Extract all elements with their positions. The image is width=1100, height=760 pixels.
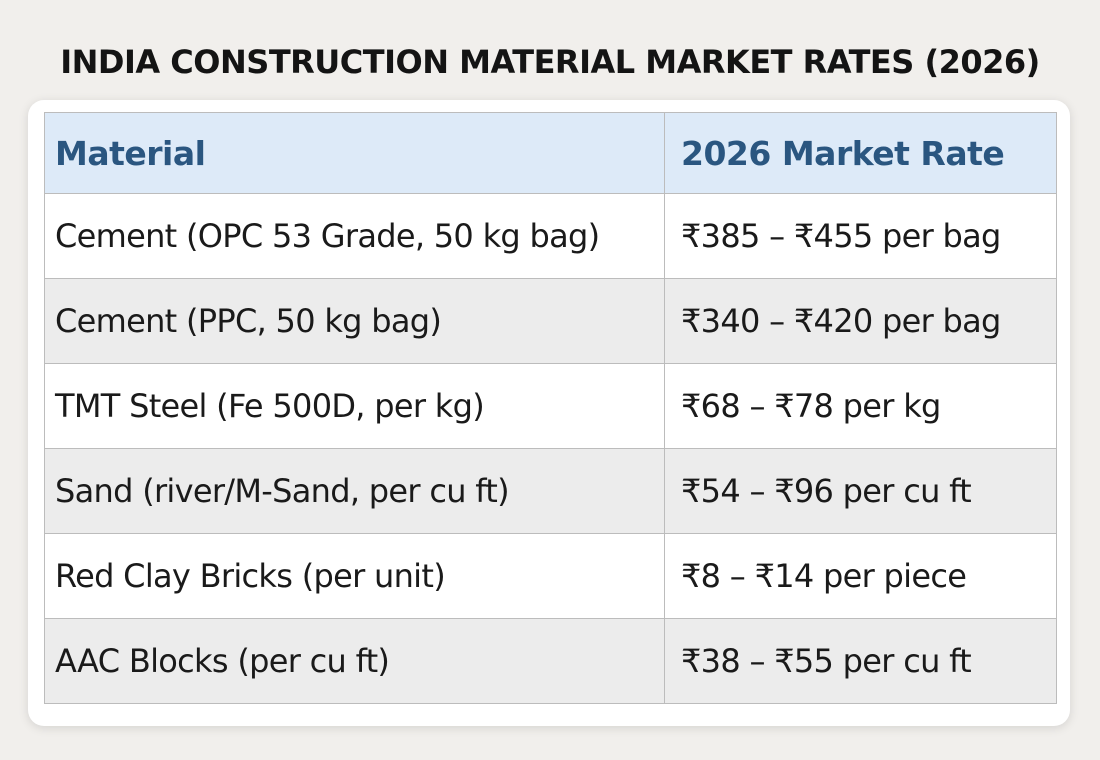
- table-row: Sand (river/M-Sand, per cu ft) ₹54 – ₹96…: [44, 448, 1057, 534]
- table-row: Red Clay Bricks (per unit) ₹8 – ₹14 per …: [44, 533, 1057, 619]
- material-cell: Cement (PPC, 50 kg bag): [44, 278, 665, 364]
- rate-cell: ₹8 – ₹14 per piece: [664, 533, 1057, 619]
- header-material: Material: [44, 112, 665, 194]
- page-title: INDIA CONSTRUCTION MATERIAL MARKET RATES…: [60, 43, 1040, 81]
- material-cell: TMT Steel (Fe 500D, per kg): [44, 363, 665, 449]
- material-cell: Red Clay Bricks (per unit): [44, 533, 665, 619]
- rate-cell: ₹340 – ₹420 per bag: [664, 278, 1057, 364]
- rates-table: Material 2026 Market Rate Cement (OPC 53…: [44, 112, 1057, 704]
- table-header-row: Material 2026 Market Rate: [44, 112, 1057, 194]
- material-cell: Cement (OPC 53 Grade, 50 kg bag): [44, 193, 665, 279]
- table-row: TMT Steel (Fe 500D, per kg) ₹68 – ₹78 pe…: [44, 363, 1057, 449]
- rate-cell: ₹68 – ₹78 per kg: [664, 363, 1057, 449]
- rate-cell: ₹385 – ₹455 per bag: [664, 193, 1057, 279]
- material-cell: Sand (river/M-Sand, per cu ft): [44, 448, 665, 534]
- rate-cell: ₹38 – ₹55 per cu ft: [664, 618, 1057, 704]
- rate-cell: ₹54 – ₹96 per cu ft: [664, 448, 1057, 534]
- table-row: Cement (PPC, 50 kg bag) ₹340 – ₹420 per …: [44, 278, 1057, 364]
- header-market-rate: 2026 Market Rate: [664, 112, 1057, 194]
- material-cell: AAC Blocks (per cu ft): [44, 618, 665, 704]
- table-row: Cement (OPC 53 Grade, 50 kg bag) ₹385 – …: [44, 193, 1057, 279]
- table-row: AAC Blocks (per cu ft) ₹38 – ₹55 per cu …: [44, 618, 1057, 704]
